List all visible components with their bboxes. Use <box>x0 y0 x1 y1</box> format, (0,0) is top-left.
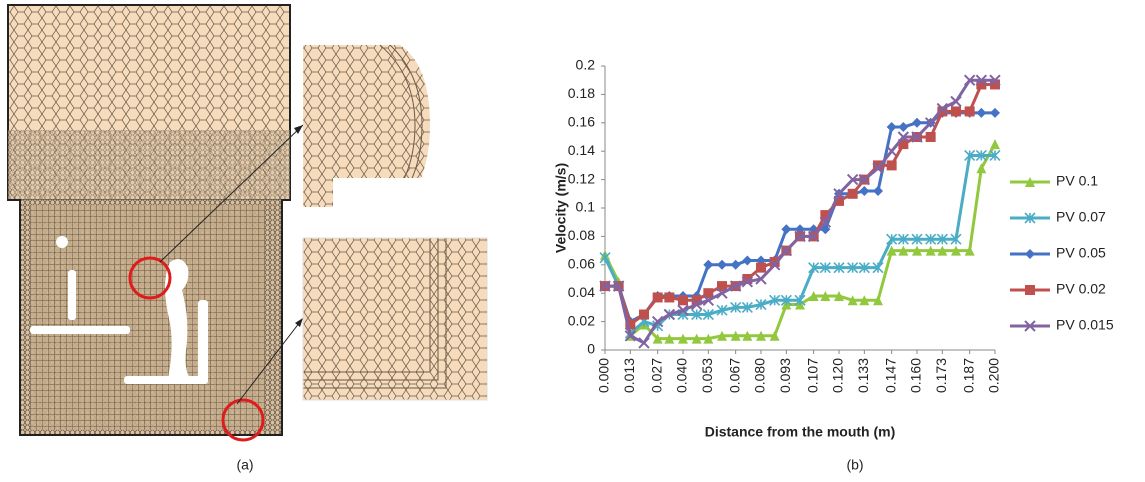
point <box>912 118 922 128</box>
x-tick-label: 0.120 <box>830 358 846 393</box>
point <box>873 186 883 196</box>
y-tick-label: 0.08 <box>568 227 595 243</box>
point <box>898 122 908 132</box>
x-tick-label: 0.040 <box>674 358 690 393</box>
series-line <box>605 113 995 322</box>
x-tick-label: 0.107 <box>804 358 820 393</box>
point <box>990 139 1000 149</box>
point <box>756 263 766 273</box>
x-tick-label: 0.093 <box>777 358 793 393</box>
x-tick-label: 0.080 <box>752 358 768 393</box>
y-tick-label: 0.18 <box>568 85 595 101</box>
y-tick-label: 0.04 <box>568 284 595 300</box>
y-axis-title: Velocity (m/s) <box>553 163 569 253</box>
point <box>887 160 897 170</box>
y-tick-label: 0.06 <box>568 256 595 272</box>
y-tick-label: 0.12 <box>568 170 595 186</box>
point <box>653 292 663 302</box>
legend-label: PV 0.07 <box>1056 209 1106 225</box>
legend-marker <box>1025 285 1035 295</box>
point <box>742 256 752 266</box>
x-tick-label: 0.187 <box>960 358 976 393</box>
series-line <box>605 84 995 324</box>
legend-label: PV 0.02 <box>1056 281 1106 297</box>
y-tick-label: 0 <box>587 341 595 357</box>
x-tick-label: 0.053 <box>699 358 715 393</box>
y-tick-label: 0.02 <box>568 312 595 328</box>
point <box>781 224 791 234</box>
legend-label: PV 0.05 <box>1056 245 1106 261</box>
point <box>859 186 869 196</box>
point <box>990 108 1000 118</box>
y-tick-label: 0.14 <box>568 142 595 158</box>
x-tick-label: 0.173 <box>933 358 949 393</box>
x-tick-label: 0.160 <box>908 358 924 393</box>
point <box>664 292 674 302</box>
point <box>965 106 975 116</box>
x-tick-label: 0.133 <box>855 358 871 393</box>
legend-marker <box>1025 249 1035 259</box>
x-tick-label: 0.067 <box>726 358 742 393</box>
point <box>639 338 649 348</box>
point <box>717 260 727 270</box>
figure: (a) (b) Distance from the mouth (m) Velo… <box>0 0 1145 482</box>
x-tick-label: 0.013 <box>621 358 637 393</box>
point <box>703 260 713 270</box>
x-axis-title: Distance from the mouth (m) <box>705 424 896 440</box>
legend-label: PV 0.015 <box>1056 317 1114 333</box>
point <box>731 260 741 270</box>
page: (a) (b) Distance from the mouth (m) Velo… <box>0 0 1145 482</box>
panel-label: (a) <box>236 457 253 473</box>
y-tick-label: 0.1 <box>576 199 596 215</box>
point <box>926 132 936 142</box>
y-tick-label: 0.2 <box>576 57 596 73</box>
x-tick-label: 0.200 <box>986 358 1002 393</box>
point <box>678 295 688 305</box>
point <box>848 189 858 199</box>
point <box>887 146 897 156</box>
x-tick-label: 0.147 <box>882 358 898 393</box>
point <box>976 108 986 118</box>
y-tick-label: 0.16 <box>568 114 595 130</box>
panel-label: (b) <box>846 457 863 473</box>
x-tick-label: 0.027 <box>648 358 664 393</box>
point <box>951 106 961 116</box>
point <box>951 97 961 107</box>
point <box>887 122 897 132</box>
point <box>639 310 649 320</box>
mesh-image <box>8 5 517 440</box>
x-tick-label: 0.000 <box>596 358 612 393</box>
legend-label: PV 0.1 <box>1056 173 1098 189</box>
